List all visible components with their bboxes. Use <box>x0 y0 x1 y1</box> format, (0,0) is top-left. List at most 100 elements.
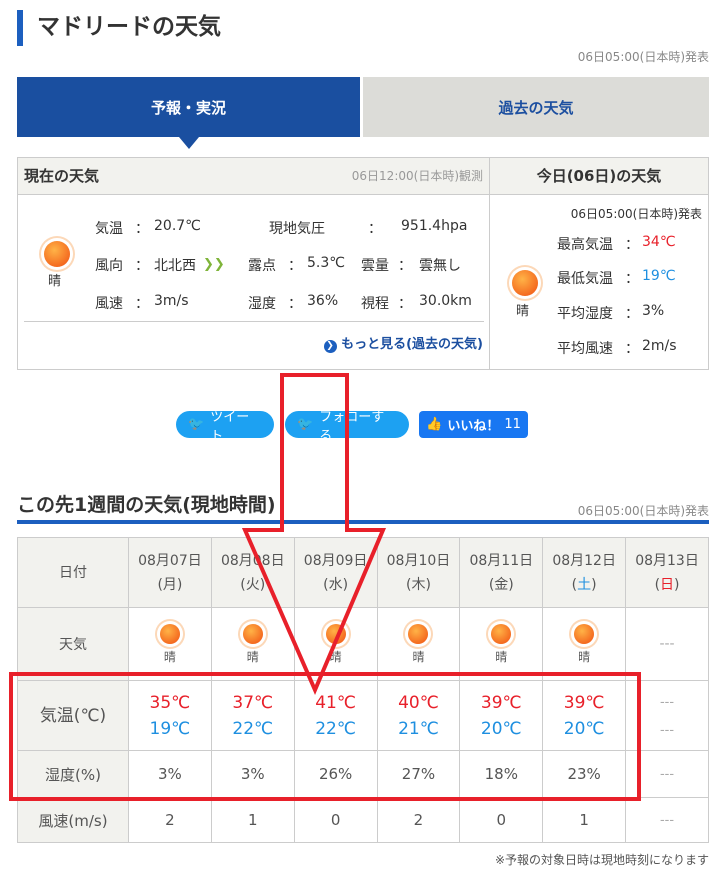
avg-humidity: 3% <box>642 303 665 319</box>
label: 雲量 <box>361 258 389 274</box>
page-title: マドリードの天気 <box>17 10 221 46</box>
current-header: 現在の天気 06日12:00(日本時)観測 <box>18 158 489 195</box>
row-label: 日付 <box>17 537 129 608</box>
tweet-label: ツイート <box>210 409 250 444</box>
sep: ： <box>625 237 639 253</box>
day-of-week: 日 <box>660 576 675 593</box>
label: 視程 <box>361 296 389 312</box>
today-header: 今日(06日)の天気 <box>490 158 708 195</box>
low-temp: 22℃ <box>315 718 356 739</box>
date: 08月11日 <box>469 552 534 569</box>
high-temp: 37℃ <box>232 692 274 713</box>
wind-cell: 0 <box>293 797 378 843</box>
like-label: いいね！ <box>447 419 500 434</box>
sun-icon <box>574 623 595 644</box>
sep: ： <box>625 271 639 287</box>
weather-cell: 晴 <box>376 607 461 681</box>
thumbs-up-icon: 👍 <box>426 417 443 432</box>
dew-value: 5.3℃ <box>307 255 345 271</box>
row-label: 湿度(%) <box>17 750 129 798</box>
pressure-value: 951.4hpa <box>401 218 468 234</box>
date: 08月07日 <box>138 552 202 569</box>
weather-text: 晴 <box>412 649 425 664</box>
wind-speed-value: 3m/s <box>154 293 189 309</box>
tweet-button[interactable]: 🐦 ツイート <box>176 410 274 444</box>
avg-wind: 2m/s <box>642 338 677 354</box>
current-weather-panel: 現在の天気 06日12:00(日本時)観測 晴 気温 ： 20.7℃ 現地気圧 … <box>17 157 709 370</box>
temp-cell: 39℃ 20℃ <box>459 680 544 751</box>
day-of-week: 土 <box>577 576 592 593</box>
sun-icon <box>242 623 263 644</box>
temp-cell: 40℃ 21℃ <box>376 680 461 751</box>
high-temp: --- <box>659 694 675 710</box>
date: 08月08日 <box>220 552 285 569</box>
more-link[interactable]: ❯ もっと見る(過去の天気) <box>323 333 483 353</box>
temp-value: 20.7℃ <box>154 218 201 234</box>
annotation-rectangle <box>9 672 641 801</box>
more-link-text[interactable]: もっと見る(過去の天気) <box>341 337 483 352</box>
weather-cell: 晴 <box>459 607 544 681</box>
label: 平均風速 <box>557 341 613 357</box>
row-label: 天気 <box>17 607 129 681</box>
day-of-week: 水 <box>328 576 343 593</box>
date-cell: 08月13日 (日) <box>625 537 709 608</box>
twitter-icon: 🐦 <box>188 417 205 432</box>
label: 湿度 <box>248 296 276 312</box>
date-cell: 08月08日 (火) <box>210 537 295 608</box>
date-cell: 08月11日 (金) <box>459 537 544 608</box>
temp-cell: 37℃ 22℃ <box>210 680 295 751</box>
divider <box>24 321 484 322</box>
follow-label: フォローする <box>319 409 385 444</box>
low-temp: 20℃ <box>480 718 522 739</box>
like-count: 11 <box>504 417 521 432</box>
tab-forecast[interactable]: 予報・実況 <box>17 77 360 149</box>
sep: ： <box>398 296 412 312</box>
temp-cell: 35℃ 19℃ <box>128 680 212 751</box>
date: 08月09日 <box>303 552 368 569</box>
sep: ： <box>368 221 382 237</box>
sep: ： <box>135 221 149 237</box>
date-cell: 08月12日 (土) <box>542 537 627 608</box>
label: 平均湿度 <box>557 306 613 322</box>
day-of-week: 火 <box>245 576 260 593</box>
weather-text: 晴 <box>163 649 176 664</box>
sep: ： <box>398 258 412 274</box>
date-cell: 08月07日 (月) <box>128 537 212 608</box>
sun-icon <box>491 623 512 644</box>
low-temp: 22℃ <box>232 718 274 739</box>
label: 風向 <box>95 258 123 274</box>
humidity-cell: 3% <box>128 750 212 798</box>
day-of-week: 金 <box>494 576 509 593</box>
date: 08月13日 <box>635 552 699 569</box>
humidity-cell: 23% <box>542 750 627 798</box>
today-weather-text: 晴 <box>516 304 530 319</box>
label: 露点 <box>248 258 276 274</box>
low-temp: 19℃ <box>149 718 191 739</box>
day-of-week: 木 <box>411 576 426 593</box>
label: 最低気温 <box>557 271 613 287</box>
high-temp: 39℃ <box>563 692 605 713</box>
sep: ： <box>625 306 639 322</box>
sep: ： <box>288 296 302 312</box>
current-weather-text: 晴 <box>48 274 62 289</box>
wind-cell: 1 <box>210 797 295 843</box>
sep: ： <box>288 258 302 274</box>
like-button[interactable]: 👍 いいね！ 11 <box>419 411 528 438</box>
high-temp: 41℃ <box>315 692 356 713</box>
wind-cell: --- <box>625 797 709 843</box>
week-title: この先1週間の天気(現地時間) <box>17 494 276 516</box>
wind-direction-icon: ❯❯ <box>203 257 225 272</box>
week-forecast-table: 日付 08月07日 (月) 08月08日 (火) 08月09日 (水) 08月10日 (木) 08… <box>17 537 709 843</box>
tab-past-weather[interactable]: 過去の天気 <box>363 77 709 137</box>
high-temp: 39℃ <box>480 692 522 713</box>
row-label: 風速(m/s) <box>17 797 129 843</box>
today-issued: 06日05:00(日本時)発表 <box>570 207 702 221</box>
weather-cell: 晴 <box>210 607 295 681</box>
wind-dir-value: 北北西 <box>154 258 196 274</box>
low-temp: 20℃ <box>563 718 605 739</box>
humidity-value: 36% <box>307 293 339 309</box>
date: 08月12日 <box>552 552 616 569</box>
date: 08月10日 <box>386 552 451 569</box>
high-temp: 35℃ <box>149 692 191 713</box>
